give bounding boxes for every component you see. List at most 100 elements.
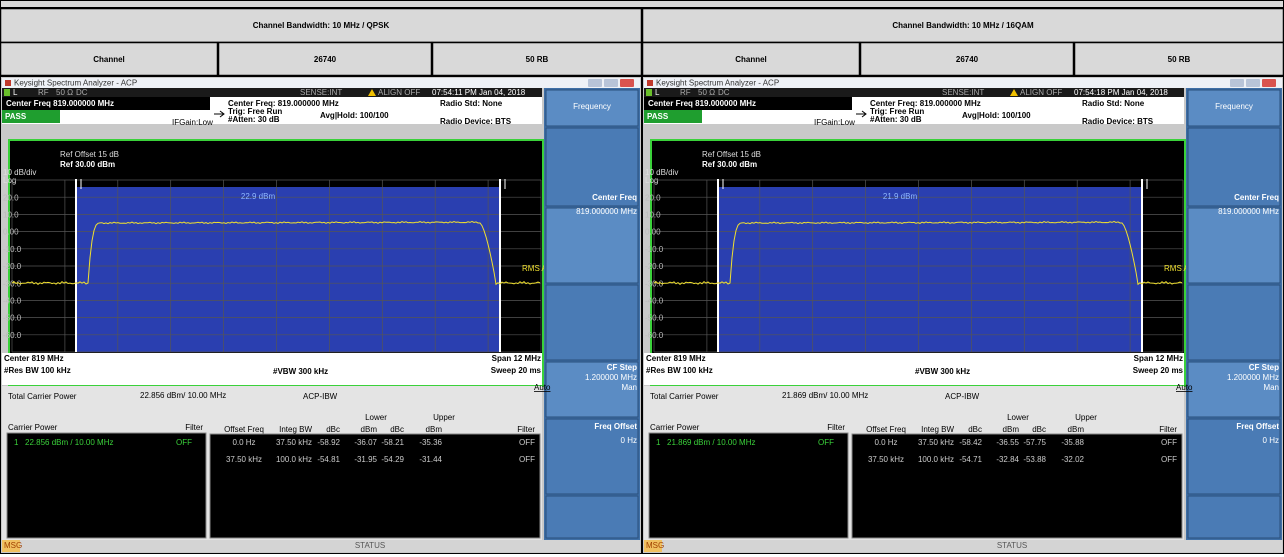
header-cell-text: 26740 <box>956 55 979 64</box>
center-freq-bar <box>644 97 852 110</box>
status-align: ALIGN OFF <box>1020 88 1062 97</box>
log-label: Log <box>645 176 658 185</box>
scale: 10 dB/div <box>645 168 678 177</box>
status-coupling: DC <box>76 88 88 97</box>
header-cell <box>0 41 219 77</box>
header-cell <box>641 41 861 77</box>
softkey-value: 1.200000 MHz <box>1227 373 1279 382</box>
acp-cell: 37.50 kHz <box>276 438 312 447</box>
window-button <box>1246 79 1260 87</box>
pass-indicator <box>644 110 702 123</box>
softkey-value: 819.000000 MHz <box>576 207 637 216</box>
center: Center 819 MHz <box>646 354 706 363</box>
trace-label: RMS AVG <box>1164 264 1200 273</box>
total-carrier-label: Total Carrier Power <box>8 392 77 401</box>
softkey <box>545 284 639 361</box>
header-cell-text: 26740 <box>314 55 337 64</box>
pass-text: PASS <box>647 112 669 121</box>
y-tick-label: -10.0 <box>645 245 664 254</box>
window-title-bar <box>644 78 1282 88</box>
status-mode: L <box>13 88 18 97</box>
acp-header: dBc <box>968 425 982 434</box>
if-gain: IFGain:Low <box>814 118 855 127</box>
acp-header: Offset Freq <box>224 425 264 434</box>
softkey <box>545 495 639 539</box>
softkey-menu <box>545 89 639 127</box>
carrier-filter: OFF <box>818 438 834 447</box>
setting-line: #Atten: 30 dB <box>870 115 922 124</box>
mode-indicator <box>646 89 652 96</box>
ref-offset: Ref Offset 15 dB <box>702 150 761 159</box>
status-mode: L <box>655 88 660 97</box>
log-label: Log <box>3 176 16 185</box>
y-tick-label: -30.0 <box>3 279 22 288</box>
softkey-value: 0 Hz <box>621 436 637 445</box>
acp-cell: -54.71 <box>959 455 982 464</box>
carrier-header: Carrier Power <box>650 423 700 432</box>
msg-box <box>644 540 662 552</box>
res-bw: #Res BW 100 kHz <box>4 366 71 375</box>
softkey <box>1187 207 1281 284</box>
sweep: Sweep 20 ms <box>1133 366 1184 375</box>
softkey <box>545 207 639 284</box>
y-tick-label: -50.0 <box>645 314 664 323</box>
trigger-arrow <box>856 110 867 118</box>
softkey <box>1187 284 1281 361</box>
message-bar <box>644 540 1282 552</box>
acp-header: dBc <box>326 425 340 434</box>
acp-header: dBm <box>426 425 443 434</box>
status-coupling: DC <box>718 88 730 97</box>
acp-cell: -54.81 <box>317 455 340 464</box>
acp-cell: 37.50 kHz <box>868 455 904 464</box>
y-tick-label: -60.0 <box>645 331 664 340</box>
softkey <box>545 418 639 495</box>
center-freq-bar <box>2 97 210 110</box>
acp-cell: -31.95 <box>354 455 377 464</box>
softkey-value: 819.000000 MHz <box>1218 207 1279 216</box>
acp-cell: -35.36 <box>419 438 442 447</box>
align-warning-icon <box>1010 89 1018 96</box>
softkey <box>1187 361 1281 418</box>
acp-cell: -32.84 <box>996 455 1019 464</box>
radio-std: Radio Std: None <box>440 99 503 108</box>
scale: 10 dB/div <box>3 168 36 177</box>
softkey <box>1187 495 1281 539</box>
acp-cell: OFF <box>519 455 535 464</box>
acp-header: dBm <box>1068 425 1085 434</box>
acp-header: dBc <box>1032 425 1046 434</box>
header-cell-text: Channel <box>93 55 125 64</box>
ref-level: Ref 30.00 dBm <box>702 160 757 169</box>
window-button <box>1262 79 1276 87</box>
softkey-label: CF Step <box>607 363 637 372</box>
msg-label: MSG <box>646 541 664 550</box>
carrier-table <box>6 432 207 539</box>
acp-cell: OFF <box>1161 455 1177 464</box>
spectrum-trace <box>653 220 1183 286</box>
carrier-power: 22.856 dBm / 10.00 MHz <box>25 438 114 447</box>
radio-std: Radio Std: None <box>1082 99 1145 108</box>
header-cell-text: Channel <box>735 55 767 64</box>
acp-header: Integ BW <box>279 425 312 434</box>
window-icon <box>647 80 653 86</box>
acp-cell: OFF <box>1161 438 1177 447</box>
sweep: Sweep 20 ms <box>491 366 542 375</box>
setting-line: Trig: Free Run <box>228 107 282 116</box>
header-cell <box>859 41 1075 77</box>
softkey-option: Auto <box>534 383 551 392</box>
acp-cell: -54.29 <box>381 455 404 464</box>
spectrum-trace <box>11 220 541 286</box>
radio-device: Radio Device: BTS <box>1082 117 1154 126</box>
acp-cell: -32.02 <box>1061 455 1084 464</box>
carrier-index: 1 <box>14 438 19 447</box>
header-cell <box>217 41 433 77</box>
acp-header: dBm <box>1003 425 1020 434</box>
softkey-label: Center Freq <box>592 193 637 202</box>
status-rf: RF <box>38 88 49 97</box>
y-tick-label: 20.0 <box>645 193 661 202</box>
y-tick-label: -30.0 <box>645 279 664 288</box>
status-impedance: 50 Ω <box>698 88 715 97</box>
window-button <box>1230 79 1244 87</box>
bandwidth-title: Channel Bandwidth: 10 MHz / QPSK <box>253 21 390 30</box>
